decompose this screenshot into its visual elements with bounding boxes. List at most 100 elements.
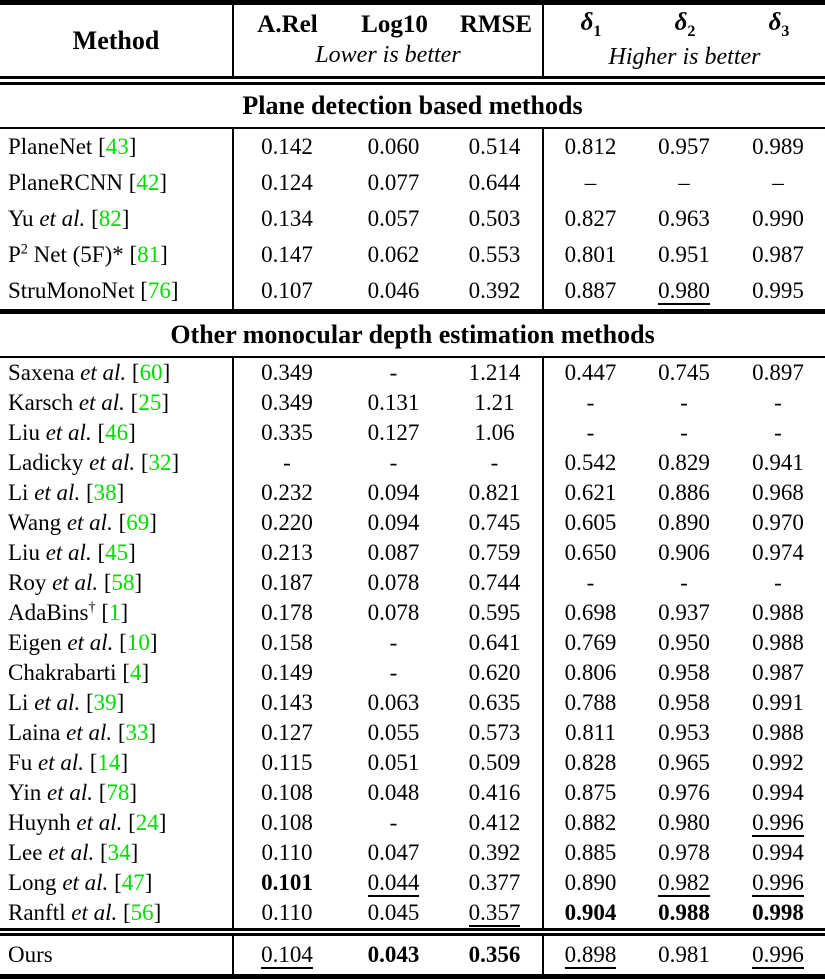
metric-value: 0.828 — [564, 750, 617, 775]
metric-value: 0.898 — [564, 942, 617, 969]
metric-cell: 0.827 — [543, 201, 637, 237]
metric-value: - — [389, 630, 398, 655]
metric-value: 0.958 — [658, 690, 710, 715]
method-cell: Huynh et al. [24] — [0, 808, 234, 838]
metric-value: 0.941 — [752, 450, 804, 475]
metric-value: 0.447 — [564, 360, 617, 385]
metric-value: 0.994 — [752, 840, 804, 865]
citation-link[interactable]: 38 — [93, 480, 117, 505]
citation-link[interactable]: 69 — [126, 510, 150, 535]
metric-value: 0.187 — [261, 570, 313, 595]
metric-cell: - — [340, 628, 447, 658]
metric-value: - — [490, 450, 499, 475]
metric-cell: 0.062 — [340, 237, 447, 273]
metric-value: 0.988 — [752, 720, 804, 745]
metric-cell: 0.980 — [637, 273, 731, 312]
metric-value: 0.974 — [752, 540, 804, 565]
citation-link[interactable]: 56 — [130, 900, 154, 925]
metric-value: 0.044 — [367, 870, 420, 897]
metric-value: 0.988 — [752, 600, 804, 625]
column-header-delta3: δ3 — [768, 9, 790, 40]
method-name-segment: Wang — [8, 510, 67, 535]
metric-cell: 0.989 — [731, 128, 825, 165]
metric-cell: 0.335 — [233, 418, 340, 448]
table-row: Fu et al. [14] 0.115 0.051 0.509 0.828 0.965 0… — [0, 748, 825, 778]
metric-value: 0.829 — [658, 450, 710, 475]
metric-cell: 0.904 — [543, 898, 637, 932]
method-name-segment: StruMonoNet — [8, 278, 135, 303]
citation-link[interactable]: 47 — [121, 870, 145, 895]
metric-cell: 0.142 — [233, 128, 340, 165]
metric-value: 0.094 — [367, 480, 420, 505]
method-cell: Fu et al. [14] — [0, 748, 234, 778]
metric-value: 0.635 — [468, 690, 521, 715]
metric-cell: 0.650 — [543, 538, 637, 568]
citation-link[interactable]: 43 — [105, 134, 129, 159]
citation-link[interactable]: 25 — [138, 390, 162, 415]
table-row: Karsch et al. [25] 0.349 0.131 1.21 - - - — [0, 388, 825, 418]
citation-link[interactable]: 4 — [130, 660, 142, 685]
metric-cell: 0.143 — [233, 688, 340, 718]
citation-link[interactable]: 45 — [105, 540, 129, 565]
citation-link[interactable]: 58 — [111, 570, 135, 595]
metric-cell: 0.906 — [637, 538, 731, 568]
citation-link[interactable]: 14 — [97, 750, 121, 775]
metric-cell: 0.115 — [233, 748, 340, 778]
citation-link[interactable]: 39 — [93, 690, 117, 715]
method-name-segment: et al. — [76, 810, 123, 835]
metric-cell: 0.134 — [233, 201, 340, 237]
metric-cell: 0.213 — [233, 538, 340, 568]
metric-cell: 0.416 — [447, 778, 544, 808]
metric-cell: 0.094 — [340, 508, 447, 538]
citation-link[interactable]: 82 — [98, 206, 122, 231]
metric-value: 0.127 — [367, 420, 420, 445]
method-name-segment: et al. — [38, 750, 85, 775]
metric-value: 0.062 — [367, 242, 420, 267]
citation-link[interactable]: 1 — [109, 600, 121, 625]
citation-link[interactable]: 24 — [135, 810, 159, 835]
metric-cell: 0.060 — [340, 128, 447, 165]
metric-value: 0.108 — [261, 780, 313, 805]
metric-cell: 0.048 — [340, 778, 447, 808]
citation-link[interactable]: 81 — [137, 242, 161, 267]
metric-value: - — [389, 810, 398, 835]
metric-cell: 0.994 — [731, 838, 825, 868]
citation-link[interactable]: 60 — [139, 360, 163, 385]
metric-value: 0.124 — [261, 170, 313, 195]
metric-cell: - — [340, 808, 447, 838]
metric-value: 0.115 — [261, 750, 313, 775]
method-name-segment: 2 — [20, 241, 28, 258]
metric-value: 0.553 — [468, 242, 521, 267]
table-row: AdaBins† [1] 0.178 0.078 0.595 0.698 0.937 0.9… — [0, 598, 825, 628]
metric-value: 0.107 — [261, 278, 313, 303]
metric-value: 0.078 — [367, 600, 420, 625]
metric-cell: 0.046 — [340, 273, 447, 312]
metric-value: 0.885 — [564, 840, 617, 865]
metric-value: 0.958 — [658, 660, 710, 685]
method-cell: Liu et al. [45] — [0, 538, 234, 568]
table-row: Saxena et al. [60] 0.349 - 1.214 0.447 0.745 0… — [0, 357, 825, 388]
metric-value: 0.937 — [658, 600, 710, 625]
metric-cell: 0.051 — [340, 748, 447, 778]
metric-value: 0.801 — [564, 242, 617, 267]
method-cell: Karsch et al. [25] — [0, 388, 234, 418]
citation-link[interactable]: 76 — [147, 278, 171, 303]
citation-link[interactable]: 33 — [125, 720, 149, 745]
method-name-segment: et al. — [34, 480, 81, 505]
metric-value: 0.744 — [468, 570, 521, 595]
metric-cell: 0.788 — [543, 688, 637, 718]
metric-cell: 0.950 — [637, 628, 731, 658]
citation-link[interactable]: 46 — [105, 420, 129, 445]
metric-cell: 0.094 — [340, 478, 447, 508]
citation-link[interactable]: 42 — [136, 170, 160, 195]
citation-link[interactable]: 78 — [106, 780, 130, 805]
metric-value: 0.349 — [261, 390, 313, 415]
metric-cell: 0.992 — [731, 748, 825, 778]
metric-cell: 0.898 — [543, 928, 637, 977]
method-name-segment: Long — [8, 870, 63, 895]
citation-link[interactable]: 34 — [107, 840, 131, 865]
citation-link[interactable]: 32 — [148, 450, 172, 475]
method-cell: Li et al. [39] — [0, 688, 234, 718]
metric-cell: 0.994 — [731, 778, 825, 808]
citation-link[interactable]: 10 — [126, 630, 150, 655]
